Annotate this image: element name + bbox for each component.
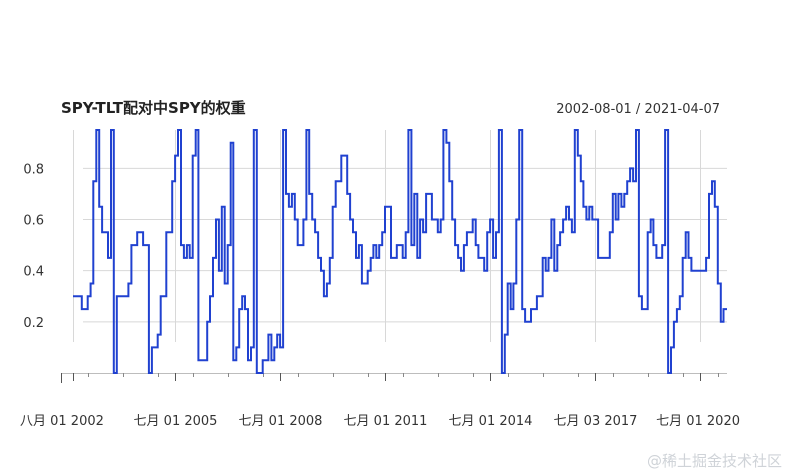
date-range-label: 2002-08-01 / 2021-04-07 xyxy=(556,102,720,117)
x-tick-label: 七月 01 2020 xyxy=(656,414,740,429)
y-tick-label: 0.2 xyxy=(23,316,44,331)
chart-title: SPY-TLT配对中SPY的权重 xyxy=(61,99,246,117)
grid xyxy=(73,130,727,342)
y-axis: 0.2 0.4 0.6 0.8 xyxy=(23,162,44,330)
x-tick-label: 七月 01 2005 xyxy=(134,414,218,429)
y-tick-label: 0.4 xyxy=(23,265,44,280)
x-tick-label: 八月 01 2002 xyxy=(20,414,104,429)
y-tick-label: 0.8 xyxy=(23,162,44,177)
series-line xyxy=(73,129,727,374)
x-tick-label: 七月 01 2011 xyxy=(344,414,428,429)
x-tick-label: 七月 03 2017 xyxy=(554,414,638,429)
y-tick-label: 0.6 xyxy=(23,214,44,229)
x-axis: 八月 01 2002 七月 01 2005 七月 01 2008 七月 01 2011… xyxy=(20,373,740,429)
watermark: @稀土掘金技术社区 xyxy=(647,452,782,470)
x-tick-label: 七月 01 2014 xyxy=(449,414,533,429)
x-tick-label: 七月 01 2008 xyxy=(239,414,323,429)
series-group xyxy=(73,129,727,374)
